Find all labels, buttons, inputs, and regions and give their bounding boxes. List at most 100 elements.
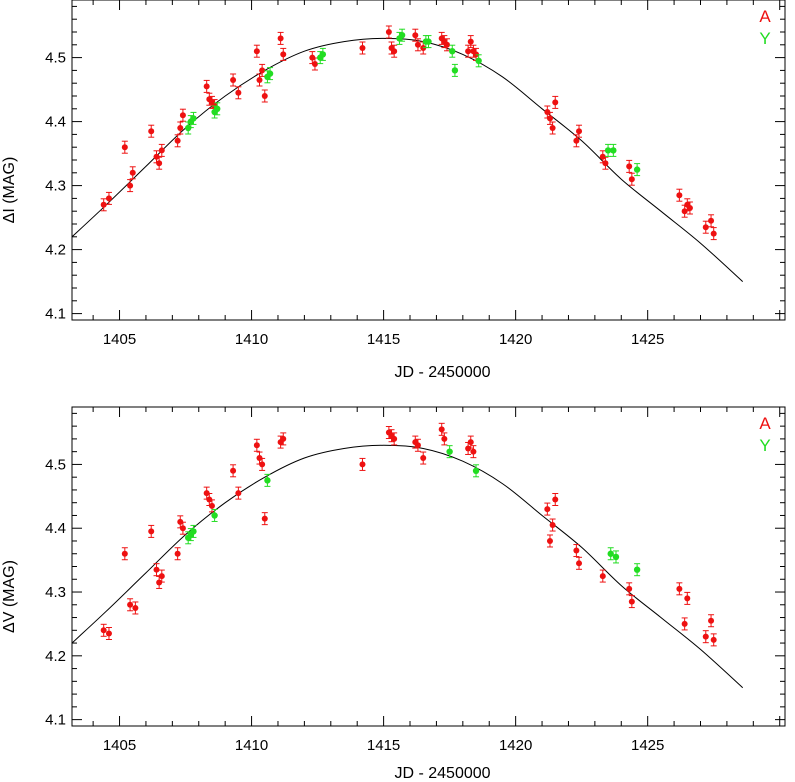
- data-point-a: [235, 490, 242, 497]
- data-point-a: [602, 160, 609, 167]
- data-point-a: [702, 633, 709, 640]
- data-point-a: [230, 77, 237, 83]
- data-point-a: [628, 598, 635, 605]
- plot-frame: [71, 406, 786, 727]
- data-point-a: [443, 41, 450, 48]
- data-point-a: [280, 51, 287, 58]
- data-point-y: [633, 566, 641, 573]
- x-tick-label: 1415: [367, 331, 400, 348]
- data-point-a: [546, 115, 553, 122]
- data-point-a: [626, 585, 633, 592]
- data-point-y: [607, 550, 614, 557]
- x-tick-label: 1425: [631, 737, 664, 754]
- data-point-y: [214, 105, 221, 113]
- y-tick-label: 4.1: [45, 306, 66, 323]
- legend-entry-a: A: [759, 7, 771, 26]
- data-point-y: [610, 147, 617, 154]
- data-point-a: [153, 566, 160, 573]
- model-curve: [71, 37, 744, 282]
- y-tick-label: 4.4: [45, 114, 66, 131]
- data-point-a: [552, 99, 559, 106]
- data-point-a: [708, 617, 715, 624]
- data-point-a: [105, 195, 112, 202]
- data-point-a: [311, 61, 318, 67]
- data-point-y: [475, 57, 482, 64]
- data-point-y: [612, 553, 620, 561]
- data-point-a: [686, 205, 693, 211]
- x-tick-label: 1420: [499, 331, 532, 348]
- data-point-a: [708, 217, 715, 224]
- data-point-a: [414, 442, 421, 449]
- data-point-y: [190, 528, 197, 535]
- data-point-a: [599, 573, 606, 580]
- data-point-a: [177, 125, 184, 131]
- x-tick-label: 1420: [499, 737, 532, 754]
- data-point-y: [398, 32, 406, 39]
- data-point-a: [100, 201, 107, 208]
- x-tick-label: 1415: [367, 737, 400, 754]
- data-point-a: [576, 128, 583, 135]
- y-tick-label: 4.5: [45, 456, 66, 473]
- data-point-a: [100, 627, 107, 634]
- legend-entry-y: Y: [759, 29, 770, 48]
- data-point-y: [266, 70, 274, 77]
- data-point-a: [277, 35, 284, 42]
- data-point-a: [467, 439, 474, 446]
- data-point-a: [549, 125, 556, 131]
- data-point-a: [546, 537, 553, 544]
- data-point-a: [148, 128, 155, 135]
- data-point-y: [451, 67, 459, 74]
- data-point-y: [425, 38, 432, 45]
- y-tick-label: 4.3: [45, 584, 66, 601]
- data-point-a: [280, 435, 287, 442]
- legend-entry-a: A: [759, 414, 771, 433]
- data-point-a: [179, 525, 186, 532]
- data-point-y: [446, 448, 453, 455]
- data-point-a: [261, 93, 268, 99]
- y-tick-label: 4.3: [45, 178, 66, 195]
- legend-entry-y: Y: [759, 436, 770, 455]
- data-point-a: [467, 38, 474, 45]
- data-point-a: [549, 522, 556, 529]
- y-tick-label: 4.1: [45, 712, 66, 729]
- data-point-y: [211, 512, 218, 519]
- data-point-a: [676, 192, 683, 199]
- data-point-a: [174, 550, 181, 557]
- data-point-a: [203, 83, 210, 90]
- y-tick-label: 4.2: [45, 242, 66, 259]
- data-point-a: [391, 435, 398, 442]
- data-point-a: [710, 636, 717, 643]
- data-point-a: [235, 89, 242, 96]
- data-point-a: [470, 448, 477, 455]
- data-point-a: [420, 455, 427, 462]
- data-point-a: [576, 560, 583, 567]
- data-point-a: [259, 461, 266, 468]
- data-point-a: [259, 67, 266, 74]
- data-point-a: [121, 144, 128, 151]
- data-point-a: [626, 163, 633, 170]
- data-point-a: [414, 41, 421, 48]
- x-tick-label: 1410: [235, 737, 268, 754]
- data-point-a: [391, 48, 398, 55]
- data-point-a: [174, 137, 181, 144]
- data-point-a: [544, 506, 551, 513]
- data-point-a: [261, 515, 268, 522]
- data-point-a: [702, 224, 709, 231]
- delta-i-panel: 1405 1410 1415 1420 1425 4.1 4.2 4.3 4.4 4.5 JD - …: [1, 0, 786, 381]
- data-point-y: [190, 115, 197, 122]
- data-point-y: [604, 147, 612, 154]
- data-point-a: [441, 435, 448, 442]
- x-axis-label: JD - 2450000: [394, 765, 490, 782]
- data-point-a: [121, 550, 128, 557]
- data-point-a: [127, 601, 134, 608]
- data-point-a: [156, 160, 163, 167]
- data-point-a: [684, 595, 691, 602]
- data-point-y: [472, 467, 480, 474]
- data-point-a: [573, 547, 580, 554]
- data-point-a: [179, 112, 186, 119]
- data-point-a: [412, 32, 419, 39]
- data-point-y: [264, 477, 271, 484]
- data-point-a: [129, 169, 136, 176]
- data-point-a: [132, 604, 139, 611]
- y-tick-label: 4.2: [45, 648, 66, 665]
